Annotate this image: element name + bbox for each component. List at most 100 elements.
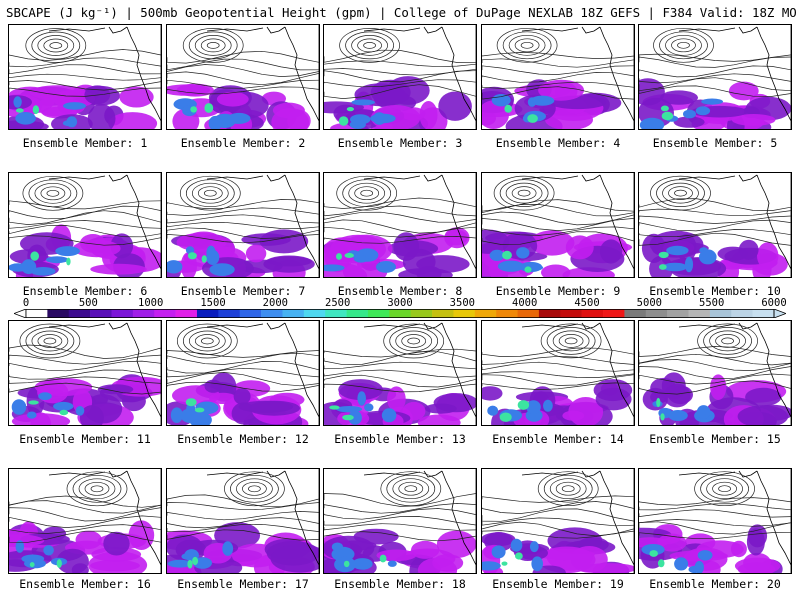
colorbar-segment: [560, 309, 582, 318]
ensemble-panel: [8, 24, 162, 130]
ensemble-map: [639, 321, 791, 425]
height-contours: [482, 175, 634, 245]
ensemble-member-label: Ensemble Member: 15: [649, 432, 781, 446]
cape-field: [167, 83, 311, 129]
height-contours: [9, 323, 161, 395]
colorbar-segment: [68, 309, 91, 318]
colorbar-segment: [517, 309, 540, 318]
ensemble-member-label: Ensemble Member: 11: [19, 432, 151, 446]
ensemble-member-label: Ensemble Member: 9: [495, 284, 621, 298]
coastline: [363, 25, 476, 129]
height-contours: [167, 323, 319, 392]
colorbar-max-arrow: [773, 309, 786, 318]
colorbar-segment: [218, 309, 241, 318]
ensemble-map: [324, 25, 476, 129]
colorbar-tick-label: 1500: [200, 297, 226, 309]
ensemble-panel: [638, 24, 792, 130]
colorbar-segment: [389, 309, 411, 318]
cape-colorbar: [14, 309, 786, 318]
ensemble-map: [167, 321, 319, 425]
ensemble-member-label: Ensemble Member: 17: [177, 577, 309, 591]
cape-field: [11, 374, 161, 425]
ensemble-map: [639, 173, 791, 277]
colorbar-segment: [154, 309, 176, 318]
coastline: [206, 321, 319, 425]
colorbar-segment: [667, 309, 689, 318]
coastline: [48, 25, 161, 129]
colorbar-segment: [538, 309, 561, 318]
ensemble-panel: [166, 172, 320, 278]
cape-field: [167, 522, 319, 573]
cape-field: [324, 227, 470, 277]
colorbar-tick-label: 500: [78, 297, 98, 309]
height-contours: [9, 175, 161, 246]
height-contours: [324, 175, 476, 244]
height-contours: [639, 471, 791, 540]
height-contours: [9, 471, 161, 543]
ensemble-member-label: Ensemble Member: 16: [19, 577, 151, 591]
ensemble-panel: [638, 468, 792, 574]
colorbar-segment: [47, 309, 70, 318]
ensemble-panel: [323, 172, 477, 278]
colorbar-segment: [603, 309, 625, 318]
ensemble-member-label: Ensemble Member: 19: [492, 577, 624, 591]
colorbar-segment: [474, 309, 497, 318]
ensemble-panel: [638, 172, 792, 278]
cape-field: [324, 528, 476, 573]
colorbar-segment: [453, 309, 476, 318]
coastline: [206, 25, 319, 129]
colorbar-segment: [410, 309, 433, 318]
colorbar-segment: [261, 309, 283, 318]
colorbar-segment: [132, 309, 155, 318]
ensemble-map: [9, 321, 161, 425]
height-contours: [167, 28, 319, 95]
coastline: [678, 321, 791, 425]
cape-field: [639, 78, 791, 129]
coastline: [678, 25, 791, 129]
coastline: [521, 321, 634, 425]
ensemble-map: [167, 469, 319, 573]
cape-field: [167, 372, 309, 425]
colorbar-svg: [14, 309, 786, 318]
ensemble-map: [9, 173, 161, 277]
colorbar-segment: [581, 309, 604, 318]
ensemble-member-label: Ensemble Member: 12: [177, 432, 309, 446]
coastline: [206, 173, 319, 277]
coastline: [521, 469, 634, 573]
colorbar-tick-label: 5000: [636, 297, 662, 309]
figure-title: SBCAPE (J kg⁻¹) | 500mb Geopotential Hei…: [6, 5, 796, 20]
height-contours: [324, 28, 476, 99]
ensemble-map: [639, 469, 791, 573]
ensemble-map: [639, 25, 791, 129]
ensemble-panel: [166, 320, 320, 426]
colorbar-segment: [196, 309, 219, 318]
coastline: [363, 321, 476, 425]
ensemble-map: [482, 25, 634, 129]
cape-field: [639, 524, 783, 573]
ensemble-member-label: Ensemble Member: 10: [649, 284, 781, 298]
ensemble-member-label: Ensemble Member: 14: [492, 432, 624, 446]
height-contours: [9, 28, 161, 97]
height-contours: [324, 471, 476, 542]
colorbar-segment: [175, 309, 198, 318]
ensemble-member-label: Ensemble Member: 1: [22, 136, 148, 150]
colorbar-segment: [624, 309, 647, 318]
cape-field: [9, 84, 158, 129]
colorbar-tick-label: 5500: [699, 297, 725, 309]
height-contours: [324, 323, 476, 393]
colorbar-segment: [90, 309, 112, 318]
ensemble-map: [324, 173, 476, 277]
coastline: [48, 173, 161, 277]
colorbar-segment: [26, 309, 48, 318]
height-contours: [639, 27, 791, 97]
coastline: [363, 173, 476, 277]
ensemble-panel: [323, 24, 477, 130]
colorbar-segment: [346, 309, 369, 318]
ensemble-panel: [323, 468, 477, 574]
colorbar-segment: [752, 309, 775, 318]
ensemble-member-label: Ensemble Member: 8: [337, 284, 463, 298]
coastline: [521, 173, 634, 277]
coastline: [363, 469, 476, 573]
cape-field: [167, 229, 315, 277]
